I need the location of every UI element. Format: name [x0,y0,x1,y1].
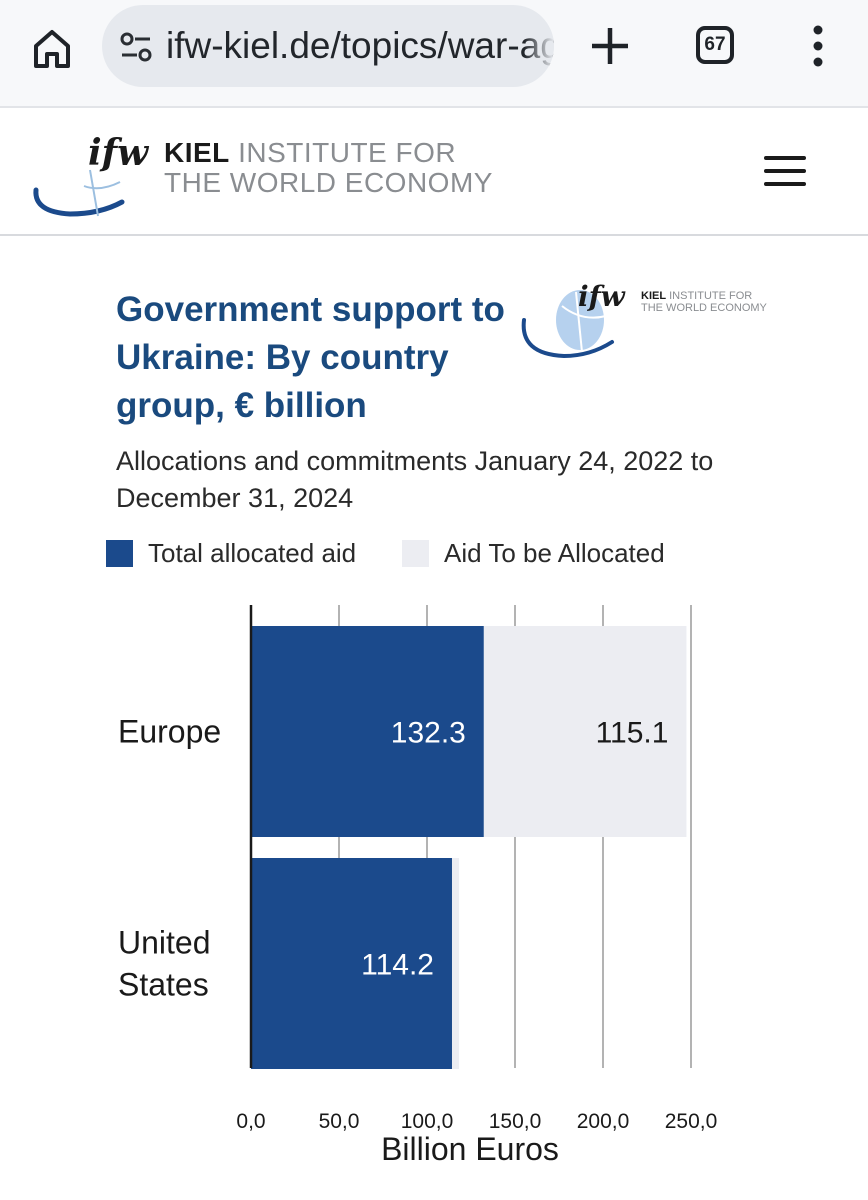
x-tick-label: 0,0 [236,1110,265,1133]
bar-chart: 132.3 115.1 114.2 Europe United States 0,0 50,0… [118,605,718,1167]
browser-toolbar: ifw-kiel.de/topics/war-against-ukraine 6… [0,0,868,108]
chart-globe-logo-icon [521,290,614,359]
header-institute-line2: THE WORLD ECONOMY [164,167,493,198]
url-fade [524,5,554,87]
address-bar[interactable]: ifw-kiel.de/topics/war-against-ukraine [102,5,554,87]
kiel-globe-logo-icon[interactable] [30,130,140,220]
bar [251,626,484,837]
chart-subtitle: Allocations and commitments January 24, … [116,446,714,513]
tab-switcher-button[interactable]: 67 [696,26,734,64]
site-settings-icon[interactable] [118,29,154,65]
data-label: 115.1 [596,717,669,750]
x-tick-label: 50,0 [319,1110,360,1133]
header-institute-name[interactable]: KIEL INSTITUTE FOR THE WORLD ECONOMY [164,138,493,198]
legend-swatch-allocated [106,540,133,567]
category-label: States [118,967,209,1003]
new-tab-icon[interactable] [586,22,634,70]
menu-icon[interactable] [764,156,806,188]
url-text[interactable]: ifw-kiel.de/topics/war-against-ukraine [166,25,554,66]
x-axis-title: Billion Euros [381,1131,559,1167]
chart-title: Government support to Ukraine: By countr… [116,290,505,425]
more-options-icon[interactable] [808,22,828,70]
header-kiel-bold: KIEL [164,137,230,168]
category-label: United [118,925,211,961]
legend-swatch-to-be-allocated [402,540,429,567]
data-label: 132.3 [391,717,466,750]
x-tick-label: 200,0 [577,1110,630,1133]
header-ifw-wordmark: ifw [88,132,149,174]
x-tick-label: 100,0 [401,1110,454,1133]
chart-ifw-wordmark: ifw [578,280,625,313]
chart-institute-line1: INSTITUTE FOR [669,290,753,302]
data-label: 114.2 [361,949,434,982]
chart-institute-line2: THE WORLD ECONOMY [641,302,767,314]
legend-label-allocated: Total allocated aid [148,538,357,568]
x-tick-label: 150,0 [489,1110,542,1133]
home-icon[interactable] [28,24,76,72]
legend-label-to-be-allocated: Aid To be Allocated [444,538,665,568]
header-institute-line1: INSTITUTE FOR [238,137,457,168]
bar [251,858,452,1069]
bar [451,858,460,1069]
x-tick-label: 250,0 [665,1110,718,1133]
site-header: ifw KIEL INSTITUTE FOR THE WORLD ECONOMY [0,108,868,236]
chart-kiel-bold: KIEL [641,290,667,302]
category-label: Europe [118,714,221,750]
chart-institute-name: KIEL INSTITUTE FOR THE WORLD ECONOMY [641,290,767,314]
bar [483,626,687,837]
